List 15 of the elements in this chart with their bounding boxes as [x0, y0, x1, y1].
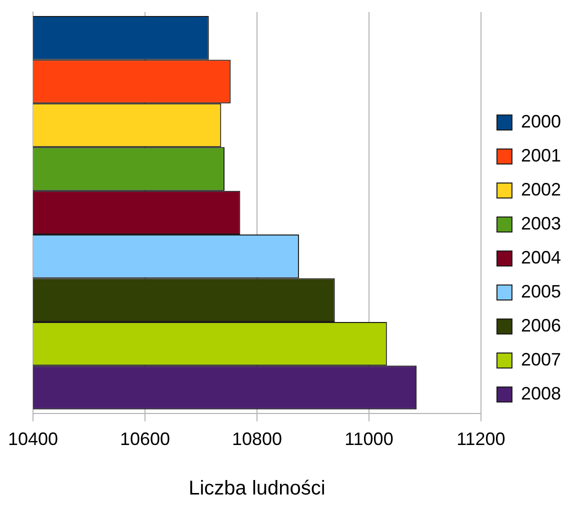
legend-label: 2007 [520, 349, 562, 370]
legend-label: 2003 [520, 213, 562, 234]
legend-label: 2001 [520, 145, 562, 166]
x-tick-label: 10800 [232, 429, 282, 450]
x-tick-label: 10400 [8, 429, 58, 450]
legend-label: 2002 [520, 179, 562, 200]
x-tick-label: 11000 [344, 429, 394, 450]
legend-label: 2005 [520, 281, 562, 302]
legend-label: 2006 [520, 315, 562, 336]
legend-label: 2000 [520, 111, 562, 132]
x-tick-label: 10600 [120, 429, 170, 450]
x-tick-label: 11200 [456, 429, 506, 450]
legend-label: 2008 [520, 383, 562, 404]
legend-label: 2004 [520, 247, 562, 268]
x-axis-title: Liczba ludności [188, 478, 326, 500]
